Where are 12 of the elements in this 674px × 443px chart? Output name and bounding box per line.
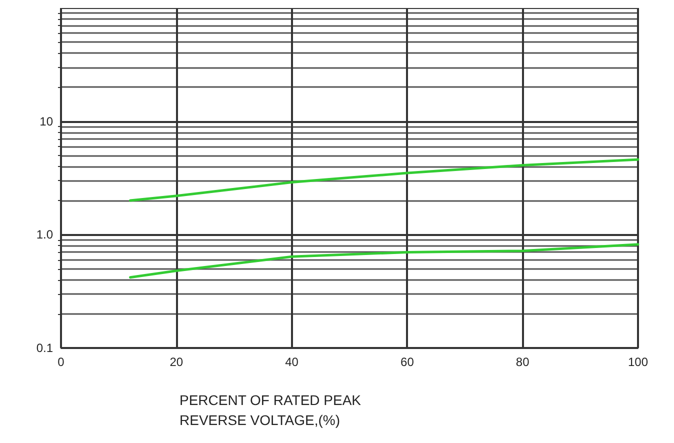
x-tick-label: 0	[58, 355, 65, 369]
x-tick-label: 100	[628, 355, 648, 369]
x-axis-title: PERCENT OF RATED PEAK REVERSE VOLTAGE,(%)	[180, 392, 362, 428]
x-tick-label: 40	[285, 355, 299, 369]
y-tick-label: 1.0	[36, 228, 54, 242]
y-tick-label: 0.1	[36, 341, 54, 355]
line-series	[128, 243, 640, 279]
x-tick-label: 20	[170, 355, 184, 369]
x-tick-label: 80	[516, 355, 530, 369]
x-tick-label: 60	[400, 355, 414, 369]
line-series	[128, 158, 640, 202]
y-tick-label: 10	[40, 114, 54, 128]
